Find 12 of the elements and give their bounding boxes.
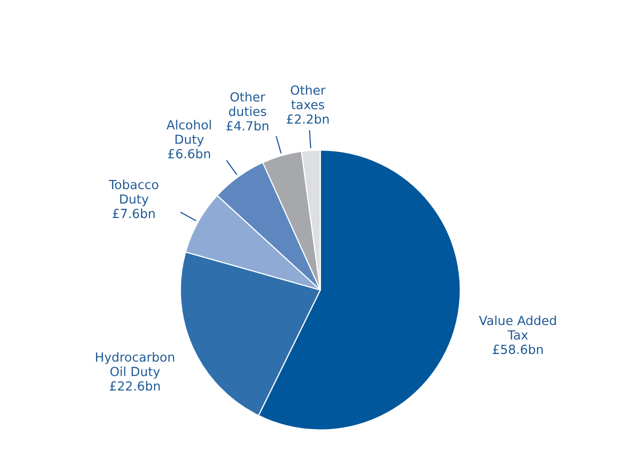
slice-label: Value Added Tax	[478, 316, 556, 340]
data-label: £22.6bn	[110, 381, 160, 391]
data-label: £6.6bn	[168, 148, 210, 158]
data-label: £58.6bn	[492, 344, 543, 354]
slice-label: Tobacco Duty	[108, 180, 158, 206]
slice-label: Alcohol Duty	[166, 120, 211, 146]
slice-label: Other taxes	[290, 85, 326, 110]
data-label: £4.7bn	[226, 120, 268, 131]
slice-label: Other duties	[228, 92, 266, 116]
data-label: £7.6bn	[112, 208, 155, 218]
slice-label: Hydrocarbon Oil Duty	[96, 352, 174, 379]
data-label: £2.2bn	[286, 114, 329, 124]
